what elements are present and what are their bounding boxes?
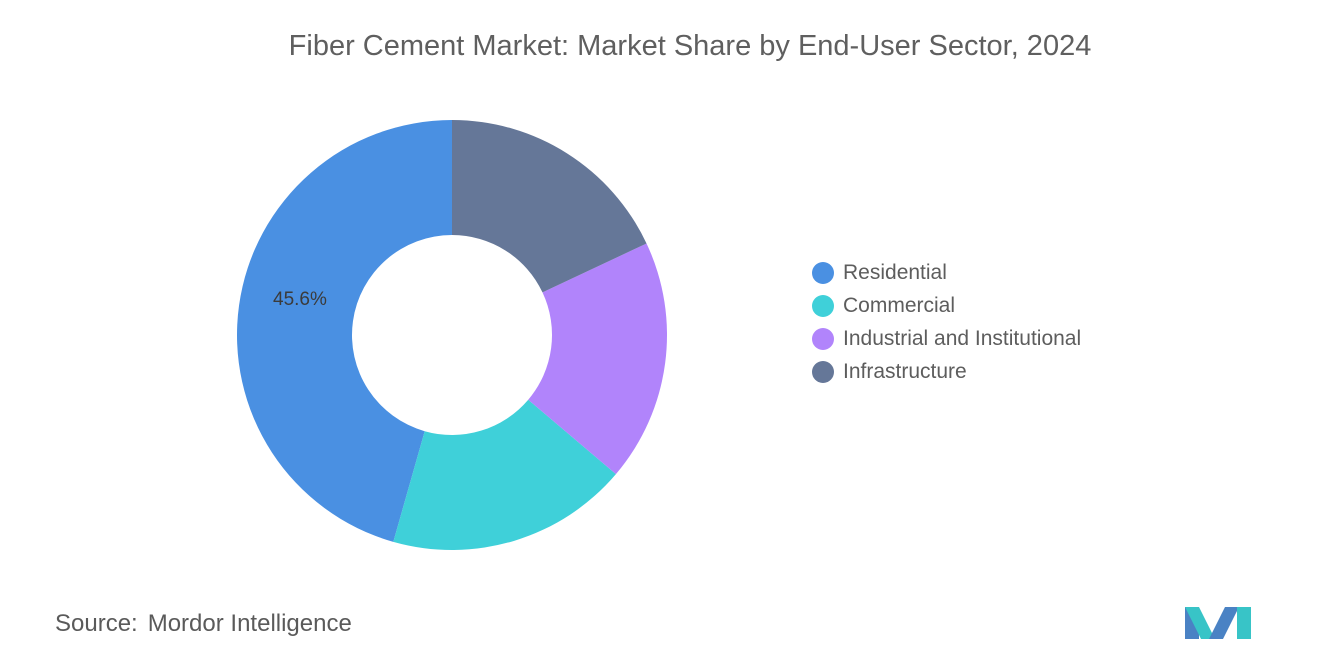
legend-dot-infrastructure [812,360,834,383]
legend: Residential Commercial Industrial and In… [812,256,1081,388]
donut-slice-commercial [393,399,616,551]
donut-slice-infrastructure [452,120,647,293]
legend-label-commercial: Commercial [843,293,956,317]
legend-item-industrial[interactable]: Industrial and Institutional [812,322,1081,355]
legend-item-residential[interactable]: Residential [812,256,1081,289]
legend-item-infrastructure[interactable]: Infrastructure [812,355,1081,388]
legend-dot-commercial [812,294,834,317]
mordor-intelligence-logo-icon [1185,607,1251,639]
legend-dot-industrial [812,327,834,350]
donut-slice-industrial [528,243,667,475]
legend-dot-residential [812,261,834,284]
source-value: Mordor Intelligence [147,610,352,637]
legend-label-residential: Residential [843,260,947,284]
source-note: Source: Mordor Intelligence [55,610,352,638]
chart-title: Fiber Cement Market: Market Share by End… [288,30,1092,62]
source-label: Source: [55,610,138,637]
legend-label-infrastructure: Infrastructure [843,359,967,383]
donut-slice-residential [237,120,452,542]
legend-item-commercial[interactable]: Commercial [812,289,1081,322]
legend-label-industrial: Industrial and Institutional [843,326,1082,350]
data-label-residential: 45.6% [273,289,327,310]
